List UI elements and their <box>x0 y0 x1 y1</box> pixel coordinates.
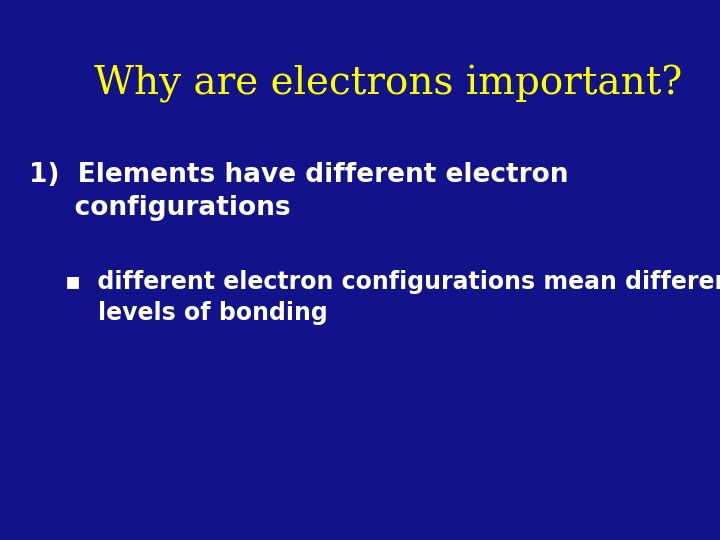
Text: Why are electrons important?: Why are electrons important? <box>94 65 682 103</box>
Text: 1)  Elements have different electron
     configurations: 1) Elements have different electron conf… <box>29 162 568 221</box>
Text: ▪  different electron configurations mean different
    levels of bonding: ▪ different electron configurations mean… <box>65 270 720 325</box>
